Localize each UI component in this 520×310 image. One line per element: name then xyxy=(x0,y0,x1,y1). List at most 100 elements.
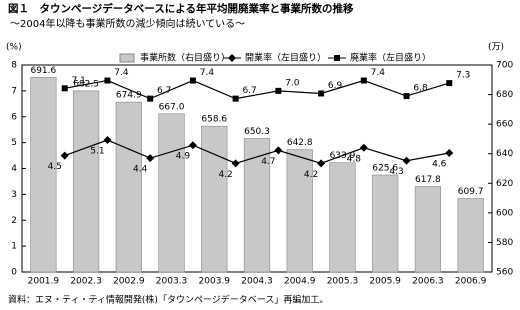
line-value-label: 7.4 xyxy=(371,68,386,78)
diamond-marker xyxy=(402,156,411,165)
bar xyxy=(329,162,356,273)
square-marker xyxy=(318,90,325,97)
diamond-marker xyxy=(103,136,112,145)
y2-tick-label: 700 xyxy=(496,61,513,71)
y2-axis-label: (万) xyxy=(488,43,504,53)
line-value-label: 6.7 xyxy=(157,86,171,96)
line-value-label: 4.4 xyxy=(133,165,148,175)
y-tick-label: 1 xyxy=(11,242,17,252)
x-tick-label: 2006.9 xyxy=(455,277,487,287)
line-value-label: 7.1 xyxy=(72,76,86,86)
square-marker xyxy=(232,95,239,102)
line-value-label: 4.7 xyxy=(261,157,275,167)
square-marker xyxy=(360,77,367,84)
x-tick-label: 2003.3 xyxy=(156,277,188,287)
bar xyxy=(201,125,228,273)
square-marker xyxy=(446,80,453,87)
diamond-marker xyxy=(445,148,454,157)
square-marker xyxy=(147,95,154,102)
x-tick-label: 2004.3 xyxy=(241,277,273,287)
line-value-label: 4.8 xyxy=(347,154,362,164)
line xyxy=(64,79,450,100)
line-value-label: 6.9 xyxy=(328,81,343,91)
x-tick-label: 2002.9 xyxy=(113,277,145,287)
diamond-marker xyxy=(60,151,69,160)
bar xyxy=(286,149,313,273)
chart-title: 図１ タウンページデータベースによる年平均開廃業率と事業所数の推移 xyxy=(8,2,354,15)
bar-value-label: 609.7 xyxy=(458,187,484,197)
line-value-label: 7.3 xyxy=(456,71,470,81)
square-marker xyxy=(189,77,196,84)
y-tick-label: 7 xyxy=(11,86,17,96)
square-marker xyxy=(275,87,282,94)
y-tick-label: 4 xyxy=(11,164,17,174)
diamond-marker xyxy=(188,141,197,150)
line-value-label: 7.0 xyxy=(285,78,300,88)
diamond-marker xyxy=(317,159,326,168)
line xyxy=(64,139,450,164)
square-marker xyxy=(61,85,68,92)
line-value-label: 6.7 xyxy=(242,86,256,96)
line-value-label: 7.4 xyxy=(114,68,129,78)
line-value-label: 4.3 xyxy=(389,167,403,177)
y-tick-label: 0 xyxy=(11,268,17,278)
line-value-label: 7.4 xyxy=(200,68,215,78)
diamond-marker xyxy=(231,159,240,168)
bar-value-label: 658.6 xyxy=(201,115,227,125)
square-marker xyxy=(104,77,111,84)
x-tick-label: 2005.9 xyxy=(369,277,401,287)
y-axis-label: (%) xyxy=(6,43,22,53)
diamond-marker xyxy=(274,146,283,155)
source-note: 資料：エヌ・ティ・ティ情報開発(株)「タウンページデータベース」再編加工。 xyxy=(8,294,328,306)
bar-value-label: 674.9 xyxy=(116,91,142,101)
bar xyxy=(72,90,100,273)
line-value-label: 4.2 xyxy=(218,170,232,180)
y-tick-label: 8 xyxy=(11,61,17,71)
bar xyxy=(158,113,185,273)
legend-marker xyxy=(334,55,340,61)
x-tick-label: 2002.3 xyxy=(70,277,102,287)
bar xyxy=(414,186,442,273)
bar-value-label: 691.6 xyxy=(30,66,56,76)
bar-value-label: 633.9 xyxy=(330,151,356,161)
legend-label: 開業率（左目盛り） xyxy=(245,52,326,64)
line-value-label: 4.9 xyxy=(176,152,191,162)
y2-tick-label: 640 xyxy=(496,149,513,159)
y2-tick-label: 560 xyxy=(496,268,513,278)
bar-value-label: 617.8 xyxy=(415,175,441,185)
y-tick-label: 6 xyxy=(11,112,17,122)
bar-value-label: 642.8 xyxy=(287,138,313,148)
chart-subtitle: ～2004年以降も事業所数の減少傾向は続いている～ xyxy=(10,17,245,30)
bar xyxy=(243,138,271,273)
legend-swatch xyxy=(119,53,135,63)
diamond-marker xyxy=(146,154,155,163)
bar xyxy=(115,101,142,273)
line-value-label: 6.8 xyxy=(413,84,428,94)
square-marker xyxy=(403,93,410,100)
bar xyxy=(372,174,399,273)
x-tick-label: 2001.9 xyxy=(28,277,60,287)
legend-label: 事業所数（右目盛り） xyxy=(140,52,230,64)
bar xyxy=(30,77,57,273)
y2-tick-label: 660 xyxy=(496,120,513,130)
x-tick-label: 2006.3 xyxy=(412,277,444,287)
line-value-label: 4.2 xyxy=(304,170,318,180)
bar-value-label: 667.0 xyxy=(159,102,185,112)
legend-marker xyxy=(228,54,236,62)
y2-tick-label: 680 xyxy=(496,90,513,100)
y2-tick-label: 620 xyxy=(496,179,513,189)
y-tick-label: 3 xyxy=(11,190,17,200)
bar-value-label: 650.3 xyxy=(244,127,270,137)
y-tick-label: 2 xyxy=(11,216,17,226)
legend-label: 廃業率（左目盛り） xyxy=(350,52,431,64)
x-tick-label: 2004.9 xyxy=(284,277,316,287)
y-tick-label: 5 xyxy=(11,138,17,148)
x-tick-label: 2003.9 xyxy=(199,277,231,287)
bar xyxy=(457,198,484,273)
y2-tick-label: 600 xyxy=(496,208,513,218)
bar-value-label: 625.6 xyxy=(372,164,398,174)
x-tick-label: 2005.3 xyxy=(327,277,359,287)
diamond-marker xyxy=(359,143,368,152)
